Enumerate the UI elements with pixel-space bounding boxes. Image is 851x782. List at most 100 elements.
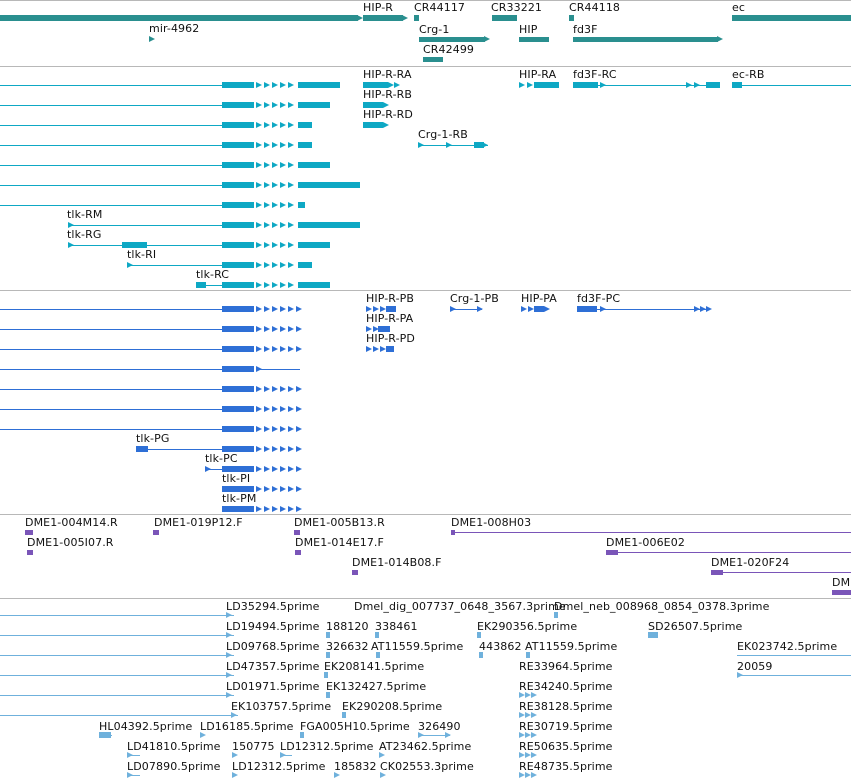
exon-block[interactable]	[479, 652, 483, 658]
exon-block[interactable]	[298, 182, 360, 188]
intron-line	[451, 532, 851, 533]
gene-feature-tlk[interactable]	[0, 15, 358, 21]
exon-block[interactable]	[222, 182, 254, 188]
exon-block[interactable]	[27, 550, 33, 555]
strand-arrow-icon	[272, 386, 278, 392]
gene-feature[interactable]	[423, 57, 443, 62]
protein-label: fd3F-PC	[577, 292, 621, 305]
intron-line	[711, 572, 851, 573]
exon-block[interactable]	[363, 82, 388, 88]
exon-block[interactable]	[294, 530, 300, 535]
strand-arrow-icon	[256, 446, 262, 452]
exon-block[interactable]	[352, 570, 358, 575]
exon-block[interactable]	[222, 242, 254, 248]
gene-feature[interactable]	[492, 15, 517, 21]
gene-feature[interactable]	[732, 15, 851, 21]
exon-block[interactable]	[222, 122, 254, 128]
exon-block[interactable]	[648, 632, 658, 638]
exon-block[interactable]	[298, 282, 330, 288]
intron-line	[0, 329, 222, 330]
exon-block[interactable]	[298, 242, 330, 248]
exon-block[interactable]	[298, 142, 312, 148]
exon-block[interactable]	[298, 202, 305, 208]
exon-block[interactable]	[222, 406, 254, 412]
exon-block[interactable]	[222, 202, 254, 208]
exon-block[interactable]	[554, 612, 558, 618]
exon-block[interactable]	[222, 446, 254, 452]
exon-block[interactable]	[326, 652, 330, 658]
exon-block[interactable]	[298, 122, 312, 128]
exon-block[interactable]	[295, 550, 301, 555]
exon-block[interactable]	[386, 346, 394, 352]
exon-block[interactable]	[222, 346, 254, 352]
exon-block[interactable]	[363, 122, 383, 128]
exon-block[interactable]	[222, 82, 254, 88]
gene-feature[interactable]	[363, 15, 403, 21]
exon-block[interactable]	[222, 142, 254, 148]
exon-block[interactable]	[526, 652, 530, 658]
exon-block[interactable]	[298, 262, 312, 268]
exon-block[interactable]	[298, 102, 330, 108]
exon-block[interactable]	[222, 506, 254, 512]
exon-block[interactable]	[222, 102, 254, 108]
track-divider	[0, 514, 851, 515]
exon-block[interactable]	[386, 306, 396, 312]
exon-block[interactable]	[222, 306, 254, 312]
gene-label: HIP	[519, 23, 538, 36]
gene-feature[interactable]	[419, 37, 485, 42]
exon-block[interactable]	[222, 466, 254, 472]
exon-block[interactable]	[342, 712, 346, 718]
strand-arrow-icon	[256, 326, 262, 332]
gene-feature[interactable]	[519, 37, 549, 42]
exon-block[interactable]	[326, 692, 330, 698]
exon-block[interactable]	[222, 386, 254, 392]
exon-block[interactable]	[298, 162, 330, 168]
exon-block[interactable]	[326, 632, 330, 638]
intron-line	[0, 309, 222, 310]
gene-feature[interactable]	[569, 15, 574, 21]
intron-line	[0, 635, 234, 636]
exon-block[interactable]	[222, 222, 254, 228]
exon-block[interactable]	[363, 102, 383, 108]
exon-block[interactable]	[136, 446, 148, 452]
strand-arrow-icon	[264, 426, 270, 432]
exon-block[interactable]	[573, 82, 598, 88]
exon-block[interactable]	[577, 306, 597, 312]
exon-block[interactable]	[222, 366, 254, 372]
exon-block[interactable]	[298, 82, 340, 88]
exon-block[interactable]	[99, 732, 111, 738]
exon-block[interactable]	[375, 632, 379, 638]
exon-block[interactable]	[544, 82, 559, 88]
strand-arrow-icon	[264, 446, 270, 452]
exon-block[interactable]	[706, 82, 720, 88]
exon-block[interactable]	[222, 426, 254, 432]
exon-block[interactable]	[298, 222, 360, 228]
exon-block[interactable]	[222, 282, 254, 288]
exon-block[interactable]	[222, 326, 254, 332]
gene-feature[interactable]	[414, 15, 419, 21]
strand-arrow-icon	[694, 306, 700, 312]
exon-block[interactable]	[222, 262, 254, 268]
strand-arrow-icon	[272, 506, 278, 512]
exon-block[interactable]	[196, 282, 206, 288]
exon-block[interactable]	[477, 632, 481, 638]
intron-line	[0, 615, 234, 616]
exon-block[interactable]	[122, 242, 147, 248]
exon-block[interactable]	[378, 326, 390, 332]
gene-feature[interactable]	[573, 37, 718, 42]
exon-block[interactable]	[25, 530, 33, 535]
exon-block[interactable]	[324, 672, 328, 678]
exon-block[interactable]	[732, 82, 742, 88]
intron-line	[0, 675, 234, 676]
exon-block[interactable]	[376, 652, 380, 658]
exon-block[interactable]	[222, 162, 254, 168]
exon-block[interactable]	[474, 142, 484, 148]
exon-block[interactable]	[832, 590, 851, 595]
strand-arrow-icon	[288, 466, 294, 472]
exon-block[interactable]	[534, 82, 544, 88]
exon-block[interactable]	[222, 486, 254, 492]
strand-arrow-icon	[717, 36, 723, 42]
exon-block[interactable]	[300, 732, 304, 738]
exon-block[interactable]	[153, 530, 159, 535]
exon-block[interactable]	[534, 306, 544, 312]
